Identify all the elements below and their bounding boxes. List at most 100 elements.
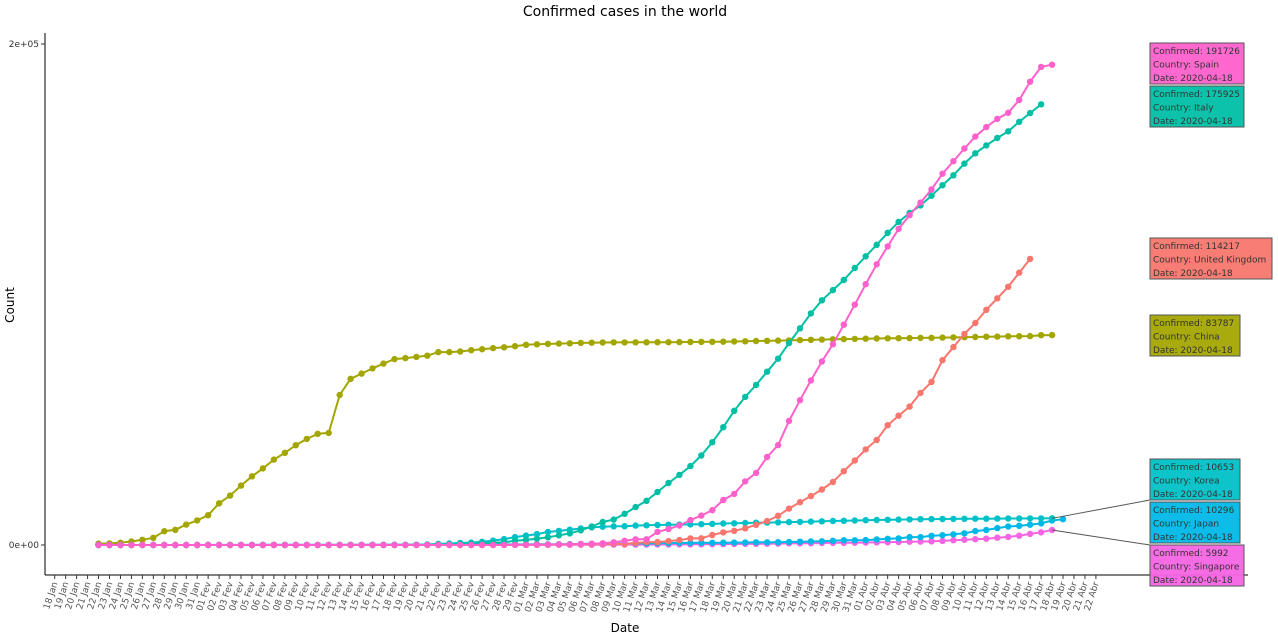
data-point[interactable] xyxy=(818,518,826,525)
data-point[interactable] xyxy=(676,471,683,479)
data-point[interactable] xyxy=(161,528,168,535)
data-point[interactable] xyxy=(237,482,245,489)
data-point[interactable] xyxy=(292,442,299,449)
data-point[interactable] xyxy=(643,497,650,504)
data-point[interactable] xyxy=(983,535,990,542)
data-point[interactable] xyxy=(248,473,256,480)
data-point[interactable] xyxy=(468,541,475,549)
data-point[interactable] xyxy=(1026,78,1034,85)
data-point[interactable] xyxy=(106,541,113,549)
data-point[interactable] xyxy=(665,339,672,346)
data-point[interactable] xyxy=(961,536,968,543)
data-point[interactable] xyxy=(709,539,716,546)
data-point[interactable] xyxy=(95,541,102,549)
data-point[interactable] xyxy=(873,516,880,524)
data-point[interactable] xyxy=(731,338,738,345)
data-point[interactable] xyxy=(610,516,617,523)
data-point[interactable] xyxy=(818,336,826,343)
data-point[interactable] xyxy=(1016,269,1023,276)
data-point[interactable] xyxy=(457,541,464,549)
data-point[interactable] xyxy=(489,541,497,549)
data-point[interactable] xyxy=(763,517,771,525)
data-point[interactable] xyxy=(731,490,738,498)
data-point[interactable] xyxy=(709,520,716,528)
data-point[interactable] xyxy=(577,339,584,347)
data-point[interactable] xyxy=(763,453,771,461)
data-point[interactable] xyxy=(424,541,431,549)
data-point[interactable] xyxy=(446,348,453,356)
data-point[interactable] xyxy=(599,339,606,346)
data-point[interactable] xyxy=(873,261,880,268)
data-point[interactable] xyxy=(281,541,289,549)
data-point[interactable] xyxy=(884,535,891,542)
data-point[interactable] xyxy=(435,348,442,356)
data-point[interactable] xyxy=(665,479,672,487)
data-point[interactable] xyxy=(720,539,727,546)
data-point[interactable] xyxy=(731,407,738,414)
data-point[interactable] xyxy=(204,512,212,519)
data-point[interactable] xyxy=(829,517,837,525)
data-point[interactable] xyxy=(752,337,760,345)
data-point[interactable] xyxy=(972,527,979,535)
data-point[interactable] xyxy=(489,344,497,352)
data-point[interactable] xyxy=(928,515,935,523)
data-point[interactable] xyxy=(139,536,146,543)
data-point[interactable] xyxy=(500,344,508,351)
data-point[interactable] xyxy=(994,524,1001,532)
data-point[interactable] xyxy=(862,281,869,288)
data-point[interactable] xyxy=(533,541,541,548)
data-point[interactable] xyxy=(1059,516,1067,523)
data-point[interactable] xyxy=(818,486,826,493)
data-point[interactable] xyxy=(1005,515,1012,522)
data-point[interactable] xyxy=(972,133,979,140)
data-point[interactable] xyxy=(292,541,299,549)
data-point[interactable] xyxy=(1005,128,1012,135)
data-point[interactable] xyxy=(972,150,979,157)
data-point[interactable] xyxy=(1037,63,1045,71)
data-point[interactable] xyxy=(720,529,727,536)
data-point[interactable] xyxy=(851,517,858,524)
data-point[interactable] xyxy=(752,381,760,389)
data-point[interactable] xyxy=(939,357,946,364)
data-point[interactable] xyxy=(972,515,979,522)
data-point[interactable] xyxy=(972,333,979,341)
data-point[interactable] xyxy=(950,343,957,351)
data-point[interactable] xyxy=(862,446,869,453)
data-point[interactable] xyxy=(303,435,310,443)
data-point[interactable] xyxy=(1016,515,1023,522)
data-point[interactable] xyxy=(840,517,847,524)
data-point[interactable] xyxy=(983,123,990,131)
data-point[interactable] xyxy=(665,537,672,545)
data-point[interactable] xyxy=(544,528,552,536)
data-point[interactable] xyxy=(588,339,595,346)
data-point[interactable] xyxy=(522,536,530,544)
data-point[interactable] xyxy=(150,534,157,541)
data-point[interactable] xyxy=(698,535,705,542)
data-point[interactable] xyxy=(950,537,957,544)
data-point[interactable] xyxy=(840,276,847,284)
data-point[interactable] xyxy=(840,321,847,328)
data-point[interactable] xyxy=(884,335,891,342)
data-point[interactable] xyxy=(873,436,880,444)
data-point[interactable] xyxy=(325,429,332,437)
data-point[interactable] xyxy=(1016,532,1023,539)
data-point[interactable] xyxy=(939,170,946,177)
data-point[interactable] xyxy=(731,520,738,527)
data-point[interactable] xyxy=(555,541,563,548)
data-point[interactable] xyxy=(215,500,223,507)
data-point[interactable] xyxy=(468,347,475,354)
data-point[interactable] xyxy=(884,516,891,523)
data-point[interactable] xyxy=(533,341,541,348)
data-point[interactable] xyxy=(851,301,858,308)
data-point[interactable] xyxy=(687,535,694,542)
data-point[interactable] xyxy=(829,537,837,544)
data-point[interactable] xyxy=(1005,109,1012,117)
data-point[interactable] xyxy=(983,142,990,149)
data-point[interactable] xyxy=(829,286,837,294)
data-point[interactable] xyxy=(752,521,760,528)
data-point[interactable] xyxy=(402,541,409,549)
data-point[interactable] xyxy=(950,158,957,165)
data-point[interactable] xyxy=(533,530,541,538)
data-point[interactable] xyxy=(840,468,847,475)
data-point[interactable] xyxy=(172,526,179,533)
